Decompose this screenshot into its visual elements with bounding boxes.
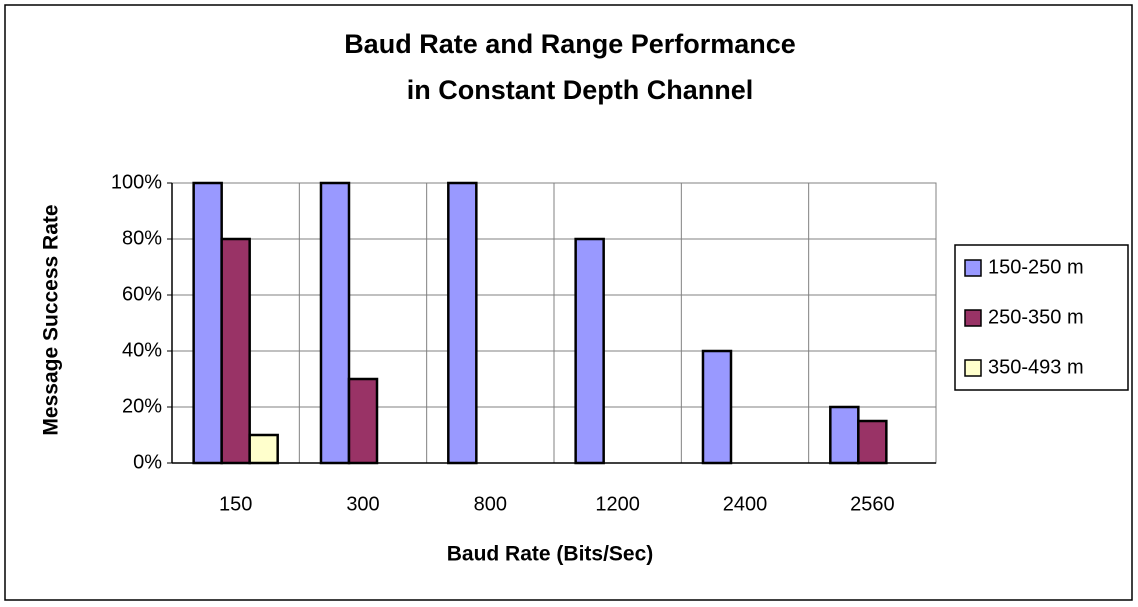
legend-swatch (964, 359, 982, 377)
legend-label: 250-350 m (988, 306, 1084, 328)
bar (347, 377, 379, 465)
bar (829, 405, 860, 465)
legend-label: 350-493 m (988, 356, 1084, 378)
y-tick-label: 60% (122, 283, 162, 305)
legend-swatch (964, 309, 982, 327)
bar (248, 433, 279, 465)
x-tick-label: 800 (474, 493, 507, 515)
y-axis-title: Message Success Rate (40, 204, 63, 435)
x-tick-label: 2560 (850, 493, 895, 515)
x-tick-label: 150 (219, 493, 252, 515)
x-tick-label: 300 (346, 493, 379, 515)
y-tick-label: 40% (122, 339, 162, 361)
bar (192, 181, 223, 465)
bar (319, 181, 351, 465)
bar (220, 237, 251, 465)
chart-title: in Constant Depth Channel (407, 75, 754, 105)
legend-box (954, 244, 1129, 391)
chart-title: Baud Rate and Range Performance (344, 29, 796, 59)
legend-label: 150-250 m (988, 256, 1084, 278)
x-tick-label: 1200 (595, 493, 640, 515)
bar (857, 419, 888, 465)
y-tick-label: 0% (133, 451, 162, 473)
legend-swatch (964, 259, 982, 277)
x-tick-label: 2400 (723, 493, 768, 515)
y-tick-label: 100% (111, 171, 162, 193)
bar (701, 349, 733, 465)
bar (447, 181, 478, 465)
y-tick-label: 80% (122, 227, 162, 249)
y-tick-label: 20% (122, 395, 162, 417)
x-axis-title: Baud Rate (Bits/Sec) (447, 543, 654, 566)
bar (574, 237, 605, 465)
